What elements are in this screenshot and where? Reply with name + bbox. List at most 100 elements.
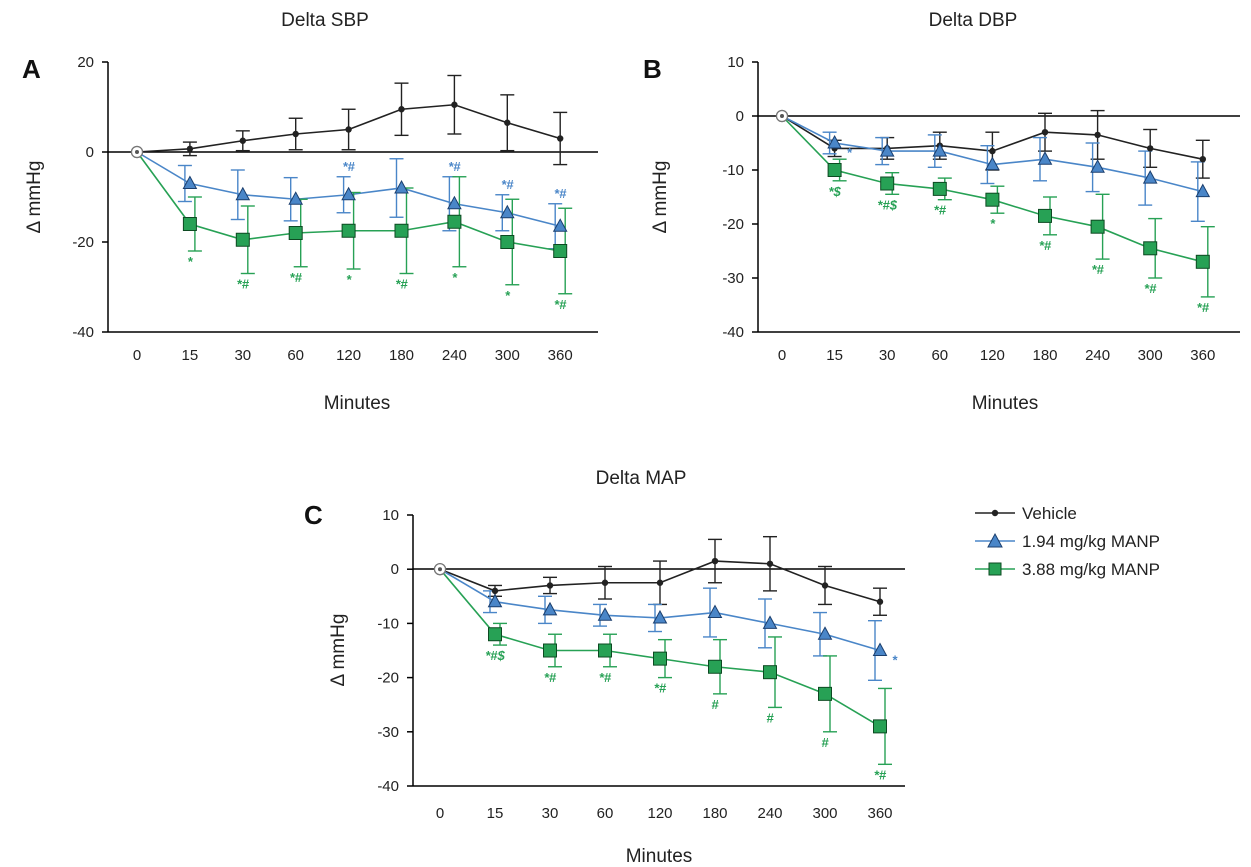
panel-c-point-vehicle (876, 598, 884, 605)
legend-marker-manp-388 (988, 562, 1002, 576)
panel-c-significance-mark: *# (599, 670, 612, 685)
panel-c-y-tick-label: -40 (377, 778, 399, 795)
panel-a-significance-mark: * (346, 272, 352, 287)
panel-a-point-manp-388 (447, 214, 462, 229)
panel-c-point-vehicle (821, 582, 829, 589)
panel-b-point-manp-194 (1142, 170, 1158, 184)
panel-a-significance-mark: *# (554, 297, 567, 312)
panel-b-point-vehicle (1199, 156, 1207, 163)
panel-c-point-manp-388 (653, 651, 667, 666)
panel-a-x-tick-label: 30 (234, 347, 251, 364)
panel-a-significance-mark: *# (237, 277, 250, 292)
panel-c-point-vehicle (711, 557, 719, 565)
panel-c-significance-mark: # (821, 735, 829, 750)
panel-c-point-vehicle (546, 582, 554, 589)
panel-b-y-label: Δ mmHg (650, 161, 671, 234)
panel-b-point-manp-194 (827, 134, 842, 149)
panel-c-point-manp-388 (543, 643, 557, 658)
panel-b-title: Delta DBP (929, 10, 1018, 31)
panel-a-point-vehicle (292, 130, 299, 138)
panel-b-point-manp-194 (1090, 159, 1105, 173)
panel-c-x-tick-label: 15 (487, 805, 504, 822)
panel-b-point-manp-194 (1195, 183, 1211, 198)
panel-b-point-manp-388 (1195, 254, 1210, 269)
panel-a-point-manp-194 (341, 186, 356, 201)
panel-c-point-manp-388 (598, 643, 612, 658)
panel-a-significance-mark: *# (554, 186, 567, 201)
panel-c-significance-mark: *#$ (485, 648, 505, 663)
panel-a-x-tick-label: 0 (133, 347, 141, 364)
panel-b-point-manp-388 (985, 192, 1000, 207)
panel-c-point-manp-388 (763, 665, 777, 680)
panel-a-significance-mark: *# (290, 270, 303, 285)
panel-a: Delta SBP A 20 0 -20 -40 0 15 30 60 120 180 240 300… (22, 10, 598, 414)
panel-c-significance-mark: *# (874, 767, 887, 782)
legend-label-manp-388: 3.88 mg/kg MANP (1022, 560, 1160, 579)
panel-b-x-tick-label: 0 (778, 347, 786, 364)
panel-c: Delta MAP C 10 0 -10 -20 -30 -40 0 15 30 60 120 180… (304, 468, 905, 867)
panel-c-significance-mark: # (711, 697, 719, 712)
panel-b-point-manp-388 (932, 181, 947, 196)
panel-c-y-tick-label: -20 (377, 670, 399, 687)
panel-b-significance-mark: *# (1144, 281, 1157, 296)
panel-c-plot: 10 0 -10 -20 -30 -40 0 15 30 60 120 180 240 300 360 * *#… (377, 507, 898, 822)
panel-a-point-vehicle (239, 137, 246, 144)
panel-c-point-vehicle (601, 579, 609, 586)
panel-b-point-manp-194 (985, 156, 1000, 171)
panel-a-point-manp-388 (341, 223, 356, 238)
panel-c-y-tick-label: -10 (377, 615, 399, 632)
panel-c-letter: C (304, 500, 323, 530)
panel-b-x-tick-label: 360 (1190, 347, 1215, 364)
panel-b-point-manp-194 (1037, 151, 1053, 165)
panel-b-point-manp-388 (1143, 241, 1158, 256)
panel-c-point-vehicle (491, 587, 499, 595)
panel-c-point-manp-194 (872, 642, 888, 656)
panel-c-point-manp-194 (762, 615, 778, 629)
panel-b-significance-mark: *#$ (877, 197, 897, 212)
legend-label-manp-194: 1.94 mg/kg MANP (1022, 532, 1160, 551)
panel-c-significance-mark: # (766, 710, 774, 725)
panel-c-x-tick-label: 0 (436, 805, 444, 822)
panel-a-point-manp-194 (447, 195, 462, 210)
panel-a-point-manp-194 (394, 179, 409, 194)
panel-b-y-tick-label: -10 (722, 162, 744, 179)
panel-b-point-vehicle (1041, 129, 1049, 136)
panel-c-x-tick-label: 180 (702, 805, 727, 822)
panel-a-point-manp-388 (235, 232, 250, 247)
panel-c-x-tick-label: 120 (647, 805, 672, 822)
panel-c-point-manp-194 (652, 609, 668, 624)
panel-a-point-vehicle (557, 135, 564, 142)
panel-b-origin-dot (780, 114, 784, 118)
panel-c-point-manp-194 (707, 604, 723, 619)
panel-a-y-tick-label: 20 (77, 54, 94, 71)
panel-a-point-manp-194 (552, 218, 568, 232)
panel-b-x-tick-label: 30 (879, 347, 896, 364)
panel-b-y-tick-label: -30 (722, 270, 744, 287)
panel-a-y-label: Δ mmHg (24, 161, 45, 234)
panel-a-point-vehicle (186, 145, 194, 153)
panel-a-x-label: Minutes (324, 393, 391, 414)
panel-b-point-manp-388 (880, 176, 895, 191)
panel-c-x-tick-label: 60 (597, 805, 614, 822)
panel-b-significance-mark: *# (1091, 262, 1104, 277)
panel-b-x-tick-label: 180 (1032, 347, 1057, 364)
legend-label-vehicle: Vehicle (1022, 504, 1077, 523)
panel-a-y-tick-label: 0 (86, 144, 94, 161)
panel-a-point-vehicle (398, 106, 405, 113)
panel-a-point-manp-388 (182, 217, 197, 231)
panel-c-point-manp-388 (708, 659, 722, 674)
panel-a-title: Delta SBP (281, 10, 369, 31)
panel-c-point-manp-388 (818, 686, 832, 701)
panel-a-x-tick-label: 60 (287, 347, 304, 364)
panel-b-point-vehicle (1147, 145, 1154, 152)
panel-a-y-tick-label: -20 (72, 234, 94, 251)
panel-b-point-manp-388 (1038, 208, 1052, 223)
panel-c-significance-mark: * (892, 653, 898, 668)
panel-a-significance-mark: * (452, 270, 458, 285)
panel-a-x-tick-label: 180 (389, 347, 414, 364)
panel-c-point-manp-388 (873, 719, 887, 734)
panel-b-x-label: Minutes (972, 393, 1039, 414)
panel-a-point-vehicle (504, 119, 511, 126)
legend-marker-vehicle (991, 509, 999, 517)
